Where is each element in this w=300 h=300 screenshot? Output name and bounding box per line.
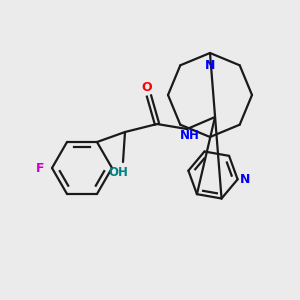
Text: N: N bbox=[239, 173, 250, 186]
Text: NH: NH bbox=[180, 128, 200, 142]
Text: OH: OH bbox=[108, 166, 128, 178]
Text: F: F bbox=[35, 161, 44, 175]
Text: O: O bbox=[142, 80, 152, 94]
Text: N: N bbox=[205, 59, 215, 72]
